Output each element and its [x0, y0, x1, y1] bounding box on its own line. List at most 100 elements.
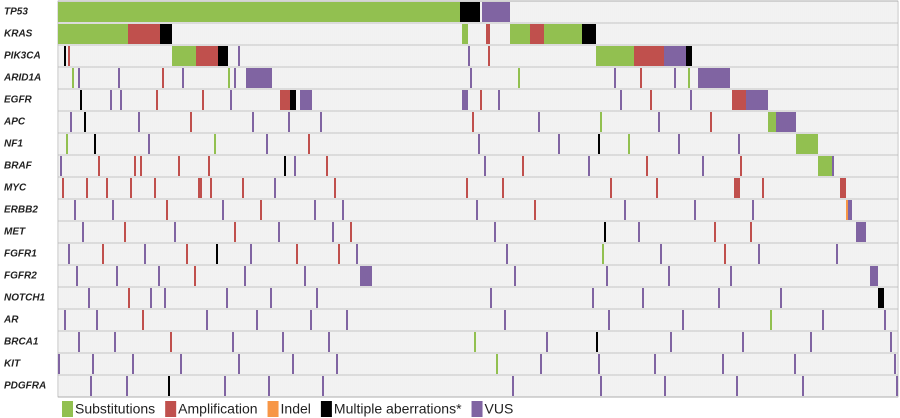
alteration: [232, 332, 234, 352]
alteration: [198, 178, 202, 198]
alteration: [76, 266, 78, 286]
alteration: [336, 354, 338, 374]
gene-label: NF1: [4, 139, 23, 150]
alteration: [180, 354, 182, 374]
alteration: [96, 310, 98, 330]
alteration: [116, 266, 118, 286]
alteration: [314, 200, 316, 220]
alteration: [482, 2, 510, 22]
alteration: [606, 266, 608, 286]
alteration: [822, 310, 824, 330]
alteration: [750, 222, 752, 242]
alteration: [740, 156, 742, 176]
alteration: [734, 178, 740, 198]
gene-label: KIT: [4, 359, 21, 370]
alteration: [544, 24, 582, 44]
alteration: [848, 200, 852, 220]
gene-label: EGFR: [4, 95, 33, 106]
alteration: [490, 288, 492, 308]
alteration: [668, 266, 670, 286]
gene-label: MET: [4, 227, 26, 238]
alteration: [94, 134, 96, 154]
alteration: [462, 24, 468, 44]
alteration: [110, 90, 112, 110]
alteration: [518, 68, 520, 88]
alteration: [642, 288, 644, 308]
alteration: [342, 200, 344, 220]
alteration: [160, 24, 172, 44]
alteration: [670, 332, 672, 352]
alteration: [638, 222, 640, 242]
alteration: [688, 68, 690, 88]
alteration: [300, 90, 312, 110]
alteration: [168, 376, 170, 396]
alteration: [698, 68, 730, 88]
alteration: [746, 90, 768, 110]
alteration: [794, 354, 796, 374]
alteration: [506, 244, 508, 264]
grid: [57, 0, 899, 398]
alteration: [316, 288, 318, 308]
alteration: [870, 266, 878, 286]
alteration: [294, 156, 296, 176]
alteration: [836, 244, 838, 264]
alteration: [202, 90, 204, 110]
alteration: [282, 332, 284, 352]
alteration: [498, 90, 500, 110]
alteration: [832, 156, 834, 176]
alteration: [742, 332, 744, 352]
alteration: [208, 156, 210, 176]
alteration: [514, 266, 516, 286]
alteration: [92, 354, 94, 374]
alteration: [496, 354, 498, 374]
alteration: [502, 178, 504, 198]
alteration: [274, 178, 276, 198]
gene-label: ARID1A: [3, 73, 41, 84]
alteration: [600, 112, 602, 132]
alteration: [628, 134, 630, 154]
alteration: [266, 134, 268, 154]
alteration: [90, 376, 92, 396]
alteration: [350, 222, 352, 242]
marks: TP53 KRAS PIK3CA ARID1A EGFR APC NF1 BRAF MYC ERB…: [3, 2, 898, 396]
alteration: [768, 112, 776, 132]
gene-label: BRCA1: [4, 337, 39, 348]
alteration: [156, 90, 158, 110]
alteration: [218, 46, 228, 66]
alteration: [186, 244, 188, 264]
alteration: [284, 156, 286, 176]
alteration: [226, 288, 228, 308]
alteration: [486, 24, 490, 44]
alteration: [308, 134, 310, 154]
alteration: [730, 266, 732, 286]
alteration: [896, 376, 898, 396]
alteration: [598, 354, 600, 374]
alteration: [484, 156, 486, 176]
alteration: [678, 134, 680, 154]
alteration: [674, 68, 676, 88]
alteration: [722, 354, 724, 374]
alteration: [654, 354, 656, 374]
alteration: [894, 354, 896, 374]
alteration: [158, 266, 160, 286]
alteration: [334, 178, 336, 198]
alteration: [856, 222, 866, 242]
alteration: [150, 288, 152, 308]
alteration: [290, 90, 296, 110]
alteration: [270, 288, 272, 308]
alteration: [288, 112, 290, 132]
alteration: [132, 354, 134, 374]
alteration: [546, 332, 548, 352]
alteration: [530, 24, 544, 44]
alteration: [468, 46, 470, 66]
alteration: [738, 134, 740, 154]
alteration: [780, 288, 782, 308]
alteration: [126, 376, 128, 396]
legend-label: Indel: [281, 401, 311, 417]
alteration: [84, 112, 86, 132]
alteration: [72, 68, 74, 88]
alteration: [538, 112, 540, 132]
alteration: [558, 134, 560, 154]
alteration: [148, 134, 150, 154]
